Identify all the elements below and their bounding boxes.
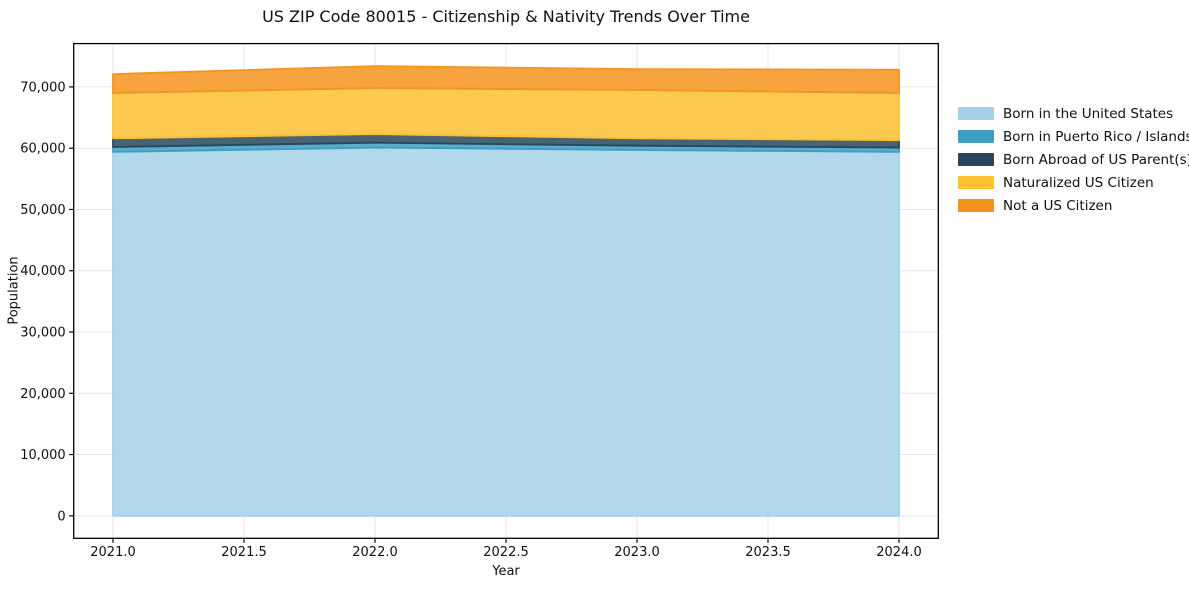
y-tick-label: 40,000 bbox=[20, 264, 66, 279]
x-axis-label: Year bbox=[492, 564, 520, 579]
area-series-0 bbox=[112, 146, 900, 517]
legend-swatch-puerto-rico-icon bbox=[958, 130, 994, 143]
x-tick-label: 2022.0 bbox=[352, 545, 398, 560]
legend-swatch-not-citizen-icon bbox=[958, 199, 994, 212]
legend-item: Naturalized US Citizen bbox=[958, 171, 1189, 194]
legend-item: Born Abroad of US Parent(s) bbox=[958, 148, 1189, 171]
x-tick-label: 2021.0 bbox=[90, 545, 136, 560]
legend-label: Born in the United States bbox=[1003, 105, 1174, 122]
x-tick-label: 2021.5 bbox=[221, 545, 267, 560]
y-tick-label: 60,000 bbox=[20, 142, 66, 157]
y-tick-label: 20,000 bbox=[20, 387, 66, 402]
x-tick-label: 2023.5 bbox=[745, 545, 791, 560]
y-tick-label: 10,000 bbox=[20, 448, 66, 463]
y-tick-label: 70,000 bbox=[20, 80, 66, 95]
legend-item: Not a US Citizen bbox=[958, 194, 1189, 217]
legend: Born in the United States Born in Puerto… bbox=[958, 102, 1189, 217]
x-tick-label: 2023.0 bbox=[614, 545, 660, 560]
legend-label: Naturalized US Citizen bbox=[1003, 174, 1154, 191]
x-tick-label: 2024.0 bbox=[876, 545, 922, 560]
legend-item: Born in the United States bbox=[958, 102, 1189, 125]
legend-label: Born in Puerto Rico / Islands bbox=[1003, 128, 1189, 145]
area-series-4 bbox=[112, 65, 900, 94]
legend-swatch-born-in-us-icon bbox=[958, 107, 994, 120]
legend-item: Born in Puerto Rico / Islands bbox=[958, 125, 1189, 148]
y-tick-label: 50,000 bbox=[20, 203, 66, 218]
legend-label: Born Abroad of US Parent(s) bbox=[1003, 151, 1189, 168]
y-tick-label: 0 bbox=[57, 509, 65, 524]
area-series-3 bbox=[112, 87, 900, 142]
legend-label: Not a US Citizen bbox=[1003, 197, 1113, 214]
x-tick-label: 2022.5 bbox=[483, 545, 529, 560]
legend-swatch-naturalized-icon bbox=[958, 176, 994, 189]
chart-title: US ZIP Code 80015 - Citizenship & Nativi… bbox=[262, 7, 750, 26]
y-tick-label: 30,000 bbox=[20, 326, 66, 341]
legend-swatch-born-abroad-icon bbox=[958, 153, 994, 166]
y-axis-label: Population bbox=[6, 256, 22, 325]
